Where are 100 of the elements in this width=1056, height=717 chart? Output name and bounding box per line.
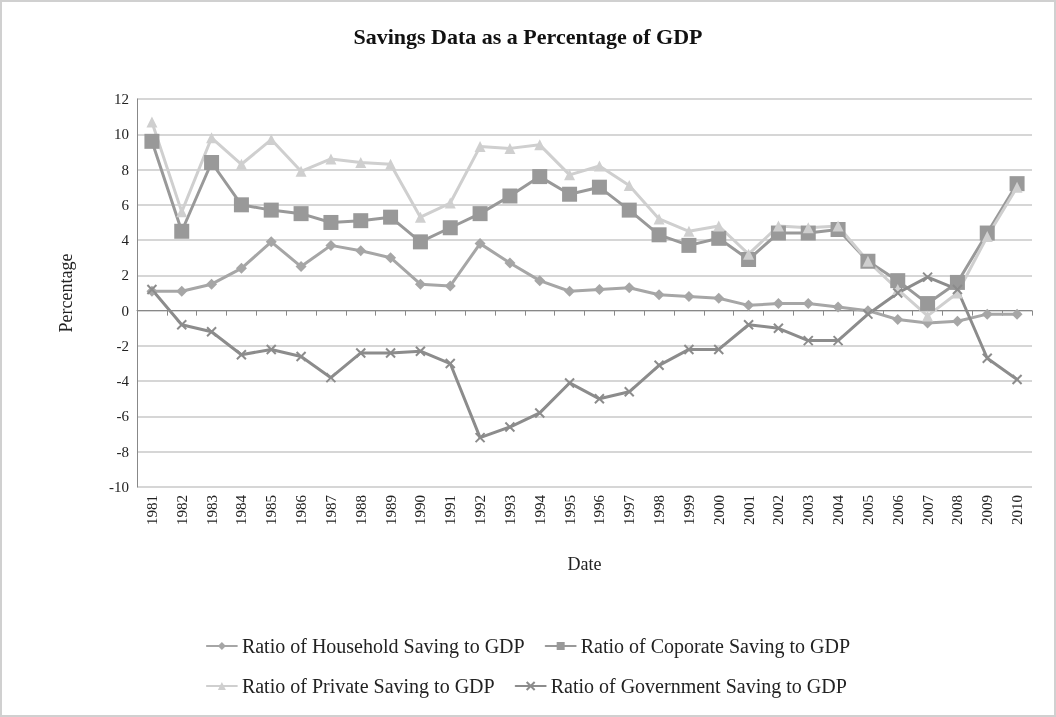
point: [383, 209, 399, 225]
x-tick-label: 1990: [412, 495, 429, 525]
point: [802, 335, 814, 347]
point: [263, 202, 279, 218]
point: [176, 206, 188, 218]
x-tick-label: 1995: [561, 495, 578, 525]
point: [653, 289, 665, 301]
x-tick-label: 2009: [979, 495, 996, 525]
point: [713, 220, 725, 232]
point: [591, 179, 607, 195]
point: [832, 301, 844, 313]
x-tick-label: 1993: [501, 495, 518, 525]
point: [265, 343, 277, 355]
legend-label: Ratio of Household Saving to GDP: [241, 635, 525, 658]
x-tick-label: 1998: [651, 495, 668, 525]
y-tick-label: 4: [121, 232, 130, 249]
point: [295, 350, 307, 362]
point: [355, 347, 367, 359]
point: [593, 160, 605, 172]
y-tick-label: 2: [121, 267, 129, 284]
point: [892, 313, 904, 325]
x-tick-label: 1999: [680, 495, 697, 525]
point: [474, 141, 486, 153]
x-tick-label: 1991: [442, 495, 459, 525]
x-axis-title: Date: [567, 554, 602, 574]
x-tick-label: 2010: [1009, 495, 1026, 525]
point: [414, 345, 426, 357]
y-tick-label: -4: [116, 373, 130, 390]
point: [325, 153, 337, 165]
x-tick-label: 2006: [889, 494, 906, 525]
point: [832, 335, 844, 347]
point: [474, 432, 486, 444]
point: [981, 231, 993, 243]
point: [564, 169, 576, 181]
point: [683, 225, 695, 237]
point: [206, 278, 218, 290]
point: [174, 223, 190, 239]
y-tick-label: -2: [116, 337, 129, 354]
point: [442, 220, 458, 236]
point: [623, 386, 635, 398]
point: [385, 347, 397, 359]
x-tick-label: 1992: [472, 495, 489, 525]
x-tick-label: 1983: [203, 495, 220, 525]
point: [474, 238, 486, 250]
point: [355, 245, 367, 257]
y-tick-label: -8: [116, 443, 129, 460]
point: [772, 322, 784, 334]
x-tick-label: 1988: [352, 495, 369, 525]
point: [653, 213, 665, 225]
y-tick-label: 10: [114, 126, 129, 143]
x-tick-label: 1982: [173, 495, 190, 525]
x-tick-label: 1986: [293, 494, 310, 525]
x-tick-label: 2003: [800, 495, 817, 525]
point: [504, 421, 516, 433]
x-tick-label: 2004: [830, 494, 847, 525]
x-tick-label: 2008: [949, 495, 966, 525]
point: [1011, 373, 1023, 385]
point: [802, 222, 814, 234]
point: [743, 248, 755, 260]
legend-label: Ratio of Government Saving to GDP: [550, 675, 847, 698]
point: [235, 158, 247, 170]
point: [532, 169, 548, 185]
point: [1011, 181, 1023, 193]
point: [385, 158, 397, 170]
chart-title: Savings Data as a Percentage of GDP: [353, 23, 703, 49]
y-tick-label: 6: [121, 196, 130, 213]
point: [502, 188, 518, 204]
point: [564, 377, 576, 389]
point: [353, 213, 369, 229]
point: [683, 291, 695, 303]
point: [713, 292, 725, 304]
point: [713, 343, 725, 355]
point: [981, 308, 993, 320]
point: [504, 142, 516, 154]
point: [325, 239, 337, 251]
x-tick-label: 1981: [143, 495, 160, 525]
point: [444, 358, 456, 370]
y-tick-label: -6: [116, 408, 130, 425]
x-tick-label: 1996: [591, 494, 608, 525]
point: [355, 156, 367, 168]
point: [621, 202, 637, 218]
point: [235, 349, 247, 361]
point: [683, 343, 695, 355]
point: [922, 310, 934, 322]
x-tick-label: 1984: [233, 494, 250, 525]
x-tick-label: 2007: [919, 494, 936, 525]
point: [412, 234, 428, 250]
point: [176, 319, 188, 331]
point: [651, 227, 667, 243]
point: [681, 237, 697, 253]
point: [892, 287, 904, 299]
point: [204, 154, 220, 170]
point: [951, 283, 963, 295]
point: [832, 220, 844, 232]
point: [472, 206, 488, 222]
x-tick-label: 2000: [710, 495, 727, 525]
point: [711, 230, 727, 246]
point: [562, 186, 578, 202]
point: [504, 257, 516, 269]
y-tick-label: -10: [109, 479, 129, 495]
